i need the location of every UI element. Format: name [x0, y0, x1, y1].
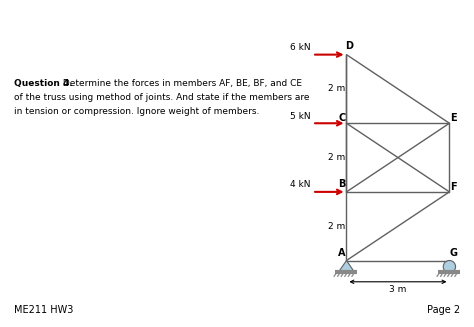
Text: E: E — [450, 113, 457, 123]
Text: F: F — [450, 182, 457, 192]
Polygon shape — [339, 261, 354, 271]
Text: in tension or compression. Ignore weight of members.: in tension or compression. Ignore weight… — [14, 107, 259, 116]
Text: 4 kN: 4 kN — [290, 180, 310, 189]
Text: G: G — [449, 248, 457, 258]
Text: B: B — [338, 180, 346, 189]
Text: 2 m: 2 m — [328, 153, 346, 162]
Text: ME211 HW3: ME211 HW3 — [14, 305, 73, 315]
Text: 2 m: 2 m — [328, 222, 346, 231]
Text: D: D — [345, 41, 353, 51]
Text: A: A — [338, 248, 346, 258]
Text: C: C — [338, 113, 346, 123]
Text: Determine the forces in members AF, BE, BF, and CE: Determine the forces in members AF, BE, … — [60, 79, 302, 88]
Text: 3 m: 3 m — [389, 285, 407, 294]
Text: Page 2: Page 2 — [427, 305, 460, 315]
Text: 6 kN: 6 kN — [290, 43, 310, 52]
Text: Question 4.: Question 4. — [14, 79, 73, 88]
Text: 5 kN: 5 kN — [290, 112, 310, 121]
Text: 2 m: 2 m — [328, 84, 346, 94]
Circle shape — [443, 261, 456, 273]
Text: of the truss using method of joints. And state if the members are: of the truss using method of joints. And… — [14, 93, 310, 102]
